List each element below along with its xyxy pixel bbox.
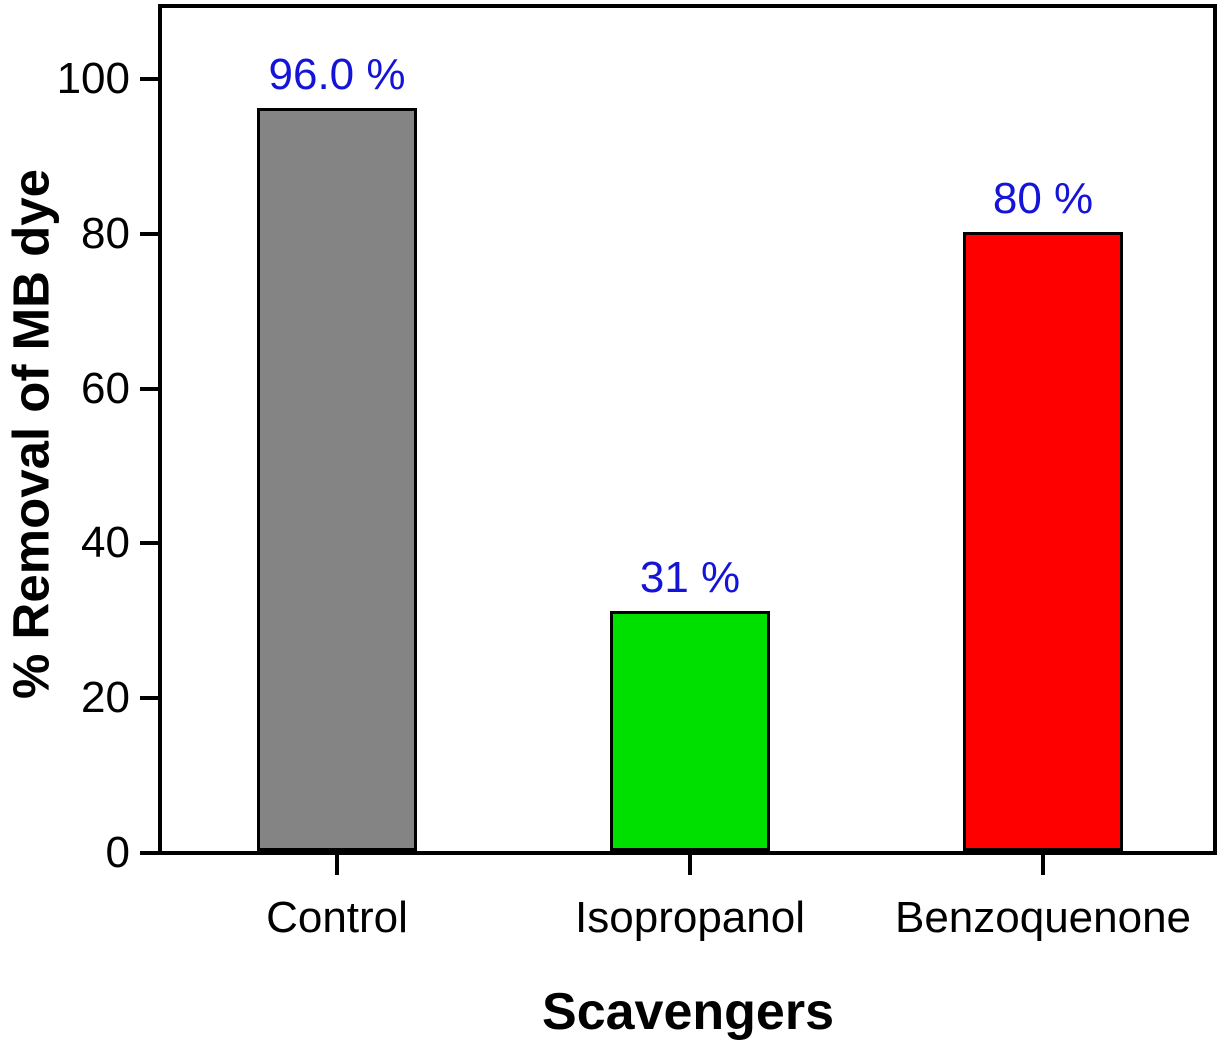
y-tick-label: 0 — [105, 828, 130, 877]
y-axis-tick — [140, 541, 158, 545]
bar-isopropanol — [610, 611, 770, 851]
y-axis-tick — [140, 851, 158, 855]
bar-value-label-control: 96.0 % — [268, 50, 406, 99]
x-axis-tick — [1041, 855, 1045, 875]
x-tick-label-control: Control — [266, 893, 408, 942]
y-tick-label: 40 — [81, 518, 130, 567]
y-tick-label: 60 — [81, 364, 130, 413]
y-axis-tick — [140, 77, 158, 81]
y-axis-tick — [140, 696, 158, 700]
x-axis-tick — [335, 855, 339, 875]
x-tick-label-isopropanol: Isopropanol — [575, 893, 805, 942]
x-axis-title: Scavengers — [542, 983, 834, 1041]
bar-value-label-isopropanol: 31 % — [639, 553, 741, 602]
y-axis-tick — [140, 387, 158, 391]
bar-control — [257, 108, 417, 851]
x-tick-label-benzoquenone: Benzoquenone — [894, 893, 1192, 942]
bar-benzoquenone — [963, 232, 1123, 851]
y-axis-tick — [140, 232, 158, 236]
plot-area: 96.0 % 31 % 80 % — [158, 4, 1217, 855]
x-axis-tick — [688, 855, 692, 875]
y-tick-label: 100 — [56, 54, 130, 103]
y-tick-label: 20 — [81, 673, 130, 722]
y-tick-label: 80 — [81, 209, 130, 258]
bar-value-label-benzoquenone: 80 % — [992, 174, 1094, 223]
